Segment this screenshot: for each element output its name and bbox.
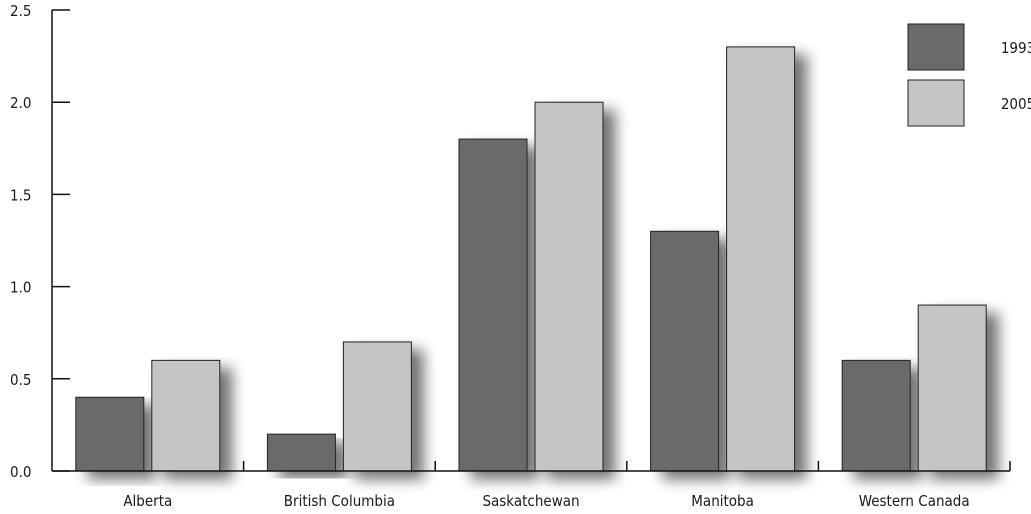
bar-1993-manitoba [650, 230, 720, 472]
x-category-label: Manitoba [691, 492, 754, 510]
bar-2005-british-columbia [342, 341, 412, 472]
y-tick-label: 0.0 [10, 463, 31, 481]
bars-group [75, 46, 987, 472]
y-tick-label: 2.0 [10, 94, 31, 112]
bar-1993-saskatchewan [458, 138, 528, 472]
y-tick-label: 1.5 [10, 186, 31, 204]
axes-group: 0.0 0.5 1.0 1.5 2.0 2.5 Alberta British Columbi… [10, 2, 1011, 510]
bar-1993-british-columbia [266, 433, 336, 472]
y-tick-label: 0.5 [10, 371, 31, 389]
legend-label-2005: 2005 [1001, 95, 1031, 113]
legend-label-1993: 1993 [1001, 39, 1031, 57]
x-category-label: Alberta [123, 492, 172, 510]
y-tick-label: 1.0 [10, 279, 31, 297]
x-category-label: Western Canada [859, 492, 970, 510]
legend: 1993 2005 [907, 23, 1031, 127]
x-category-label: Saskatchewan [482, 492, 579, 510]
bar-2005-manitoba [726, 46, 796, 472]
bar-1993-alberta [75, 396, 145, 472]
bar-2005-western-canada [917, 304, 987, 472]
legend-swatch-2005 [907, 79, 965, 127]
bar-2005-alberta [151, 359, 221, 472]
x-category-label: British Columbia [284, 492, 395, 510]
bar-2005-saskatchewan [534, 101, 604, 472]
bar-1993-western-canada [841, 359, 911, 472]
y-tick-label: 2.5 [10, 2, 31, 20]
legend-swatch-1993 [907, 23, 965, 71]
